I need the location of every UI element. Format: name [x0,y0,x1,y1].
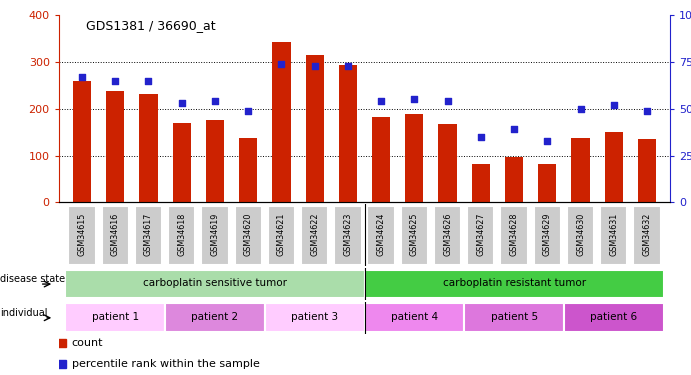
Text: GDS1381 / 36690_at: GDS1381 / 36690_at [86,19,216,32]
Text: GSM34631: GSM34631 [609,213,618,256]
Bar [265,303,365,332]
Bar [173,123,191,202]
Bar [339,65,357,203]
Text: individual: individual [0,308,48,318]
Text: patient 6: patient 6 [590,312,637,322]
Text: GSM34630: GSM34630 [576,213,585,256]
Bar [272,42,290,203]
Point [475,134,486,140]
Text: GSM34629: GSM34629 [543,212,552,256]
Bar [73,81,91,203]
Bar [66,303,165,332]
Bar [66,270,365,298]
Point [243,108,254,114]
Point [641,108,652,114]
Bar [334,206,361,265]
Text: GSM34625: GSM34625 [410,212,419,256]
Text: GSM34617: GSM34617 [144,212,153,256]
Point [309,63,320,69]
Text: patient 1: patient 1 [92,312,139,322]
Bar [464,303,564,332]
Bar [600,206,627,265]
Text: patient 2: patient 2 [191,312,238,322]
Point [442,98,453,104]
Bar [301,206,328,265]
Bar [533,206,561,265]
Text: GSM34628: GSM34628 [509,212,518,256]
Point [143,78,154,84]
Point [575,106,586,112]
Bar [467,206,495,265]
Bar [201,206,229,265]
Bar [505,157,523,203]
Bar [68,206,95,265]
Bar [102,206,129,265]
Bar [365,270,663,298]
Bar [434,206,461,265]
Bar [538,164,556,202]
Bar [401,206,428,265]
Text: GSM34623: GSM34623 [343,212,352,256]
Text: GSM34621: GSM34621 [277,212,286,256]
Bar [500,206,528,265]
Bar [168,206,196,265]
Bar [564,303,663,332]
Point [276,61,287,67]
Text: GSM34616: GSM34616 [111,213,120,256]
Bar [571,138,589,202]
Point [342,63,353,69]
Bar [405,114,424,202]
Point [509,126,520,132]
Bar [140,94,158,202]
Point [409,96,420,102]
Point [376,98,387,104]
Point [542,138,553,144]
Text: GSM34627: GSM34627 [476,212,485,256]
Text: percentile rank within the sample: percentile rank within the sample [72,359,259,369]
Bar [605,132,623,202]
Point [176,100,187,106]
Point [77,74,88,80]
Text: GSM34615: GSM34615 [77,212,86,256]
Bar [135,206,162,265]
Bar [372,117,390,202]
Text: carboplatin sensitive tumor: carboplatin sensitive tumor [143,278,287,288]
Bar [206,120,224,202]
Bar [268,206,295,265]
Text: GSM34622: GSM34622 [310,212,319,256]
Bar [365,303,464,332]
Text: patient 5: patient 5 [491,312,538,322]
Text: count: count [72,338,103,348]
Bar [368,206,395,265]
Bar [567,206,594,265]
Text: patient 3: patient 3 [291,312,338,322]
Bar [165,303,265,332]
Bar [234,206,262,265]
Text: disease state: disease state [0,274,65,284]
Text: GSM34624: GSM34624 [377,212,386,256]
Text: GSM34620: GSM34620 [244,212,253,256]
Point [110,78,121,84]
Text: GSM34626: GSM34626 [443,212,452,256]
Text: GSM34619: GSM34619 [211,212,220,256]
Bar [239,138,257,202]
Bar [305,55,324,202]
Text: GSM34618: GSM34618 [177,213,186,256]
Text: GSM34632: GSM34632 [643,212,652,256]
Bar [634,206,661,265]
Bar [439,124,457,202]
Point [608,102,619,108]
Bar [472,164,490,202]
Text: carboplatin resistant tumor: carboplatin resistant tumor [442,278,586,288]
Bar [638,139,656,202]
Bar [106,91,124,202]
Text: patient 4: patient 4 [391,312,438,322]
Point [209,98,220,104]
